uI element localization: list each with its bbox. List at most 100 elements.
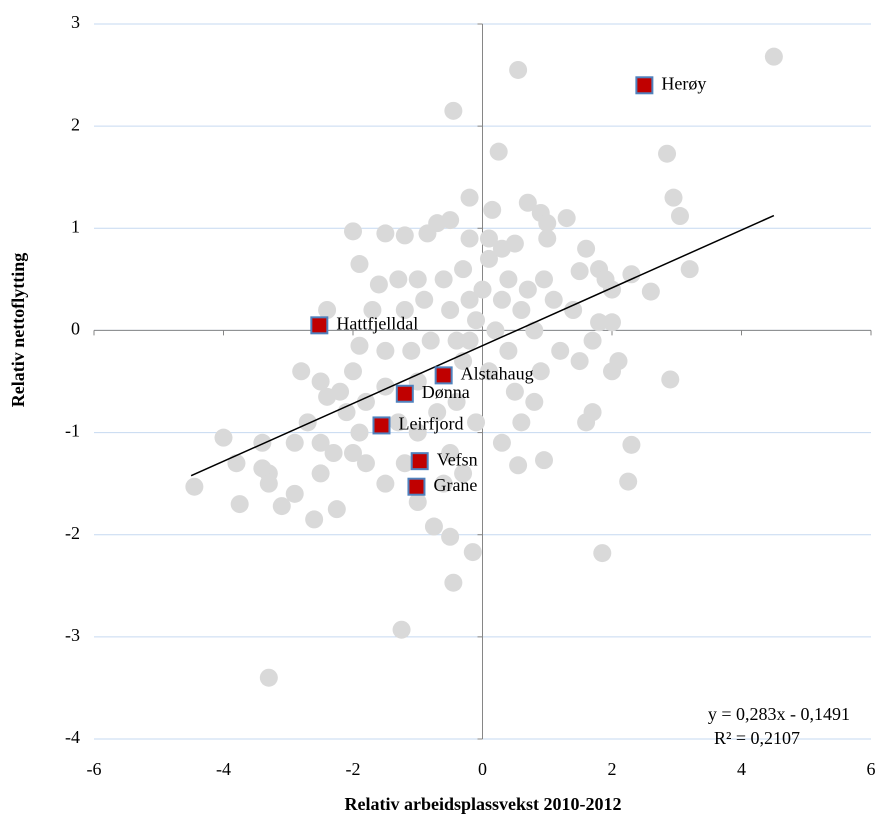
point (395, 454, 414, 473)
point (454, 464, 473, 483)
point (499, 270, 518, 289)
point (311, 464, 330, 483)
x-tick-label: -2 (346, 759, 361, 779)
point (535, 451, 554, 470)
point (434, 270, 453, 289)
point (512, 413, 531, 432)
point (259, 668, 278, 687)
r-squared: R² = 0,2107 (714, 728, 800, 748)
y-tick-label: 0 (71, 319, 80, 339)
trendline (190, 214, 775, 477)
point (518, 280, 537, 299)
point (424, 517, 443, 536)
x-tick-label: -6 (87, 759, 102, 779)
y-tick-label: -3 (65, 625, 80, 645)
point (350, 336, 369, 355)
point (356, 454, 375, 473)
point (230, 495, 249, 514)
point (492, 290, 511, 309)
point (408, 493, 427, 512)
y-axis-title: Relativ nettoflytting (8, 253, 28, 407)
point (460, 290, 479, 309)
point (670, 207, 689, 226)
point (486, 321, 505, 340)
point (344, 444, 362, 462)
point (392, 620, 411, 639)
point (253, 459, 272, 478)
point (512, 301, 531, 319)
y-tick-label: 1 (71, 216, 80, 236)
point (538, 229, 557, 248)
highlight-point (407, 477, 426, 496)
x-tick-label: 2 (608, 759, 617, 779)
point (311, 372, 330, 391)
point-label: Vefsn (437, 449, 478, 469)
point (590, 313, 609, 332)
point (454, 260, 473, 279)
point (505, 234, 524, 253)
point (285, 433, 304, 452)
point (622, 265, 641, 284)
point (415, 290, 434, 309)
point (376, 224, 395, 243)
point (557, 209, 576, 228)
point (363, 301, 382, 319)
point (479, 229, 498, 248)
point (395, 301, 414, 319)
highlight-point (434, 366, 453, 385)
point (285, 484, 304, 503)
point (227, 454, 246, 473)
point (344, 362, 362, 381)
point (402, 341, 421, 360)
point (680, 260, 699, 279)
point (441, 301, 460, 319)
x-tick-label: -4 (216, 759, 231, 779)
point (356, 392, 375, 411)
point (376, 341, 395, 360)
point (447, 331, 466, 350)
y-tick-label: -2 (65, 523, 80, 543)
point (350, 423, 369, 442)
point (408, 270, 427, 289)
point (305, 510, 324, 529)
x-tick-label: 4 (737, 759, 746, 779)
point (525, 392, 544, 411)
point (622, 435, 641, 454)
point (467, 413, 486, 432)
point (444, 573, 463, 592)
point (214, 428, 233, 447)
point (473, 280, 492, 299)
point (376, 474, 395, 493)
point (389, 270, 408, 289)
point (369, 275, 388, 294)
point (327, 500, 346, 519)
y-tick-label: 3 (71, 12, 80, 32)
point (259, 474, 278, 493)
point (395, 226, 414, 245)
point (447, 392, 466, 411)
point-label: Alstahaug (461, 363, 534, 383)
point (292, 362, 311, 381)
highlight-point (410, 452, 429, 471)
point (418, 224, 437, 243)
point (661, 370, 680, 389)
point (441, 527, 460, 546)
point (609, 352, 628, 371)
point (350, 255, 369, 274)
point (499, 341, 518, 360)
point (311, 433, 330, 452)
point (441, 444, 460, 462)
point (564, 301, 583, 319)
point (658, 144, 677, 163)
point (603, 280, 621, 299)
point (428, 403, 447, 422)
point (253, 433, 272, 452)
point (551, 341, 570, 360)
point (577, 239, 596, 258)
highlight-point (395, 384, 414, 403)
point (272, 497, 291, 516)
point-label: Grane (433, 475, 477, 495)
highlight-point (635, 76, 654, 95)
point (460, 331, 479, 350)
point (583, 331, 602, 350)
